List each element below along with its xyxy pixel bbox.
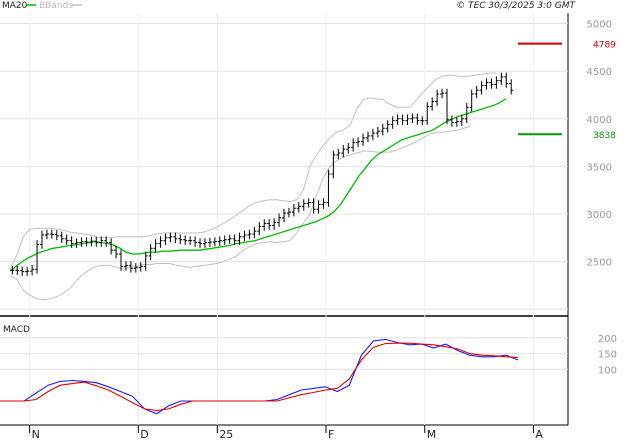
bb-lower-line	[9, 125, 471, 301]
price-y-axis: 2500 3000 3500 4000 4500 5000	[587, 20, 612, 269]
ma20-path	[9, 98, 507, 272]
macd-y-axis: 100 150 200	[598, 334, 617, 377]
x-tick-label: D	[140, 428, 148, 440]
price-bars	[10, 72, 514, 276]
resistance-label: 4789	[593, 41, 616, 51]
support-label: 3838	[593, 131, 616, 141]
macd-tick-label: 150	[598, 350, 617, 361]
bollinger-bands	[9, 72, 497, 301]
legend-bbands-label: BBands	[39, 1, 73, 11]
price-grid	[0, 14, 568, 425]
macd-tick-label: 200	[598, 334, 617, 345]
price-tick-label: 4500	[587, 67, 612, 78]
bb-upper-line	[9, 72, 497, 270]
legend-ma20-label: MA20	[2, 1, 28, 11]
x-tick-label: N	[32, 428, 40, 440]
x-tick-label: 25	[219, 428, 233, 440]
macd-lines	[0, 338, 519, 415]
date-x-axis: N D 25 F M A	[29, 425, 543, 440]
source-timestamp: © TEC 30/3/2025 3:0 GMT	[456, 1, 576, 11]
price-tick-label: 3000	[587, 210, 612, 221]
macd-grid	[0, 337, 568, 370]
ma20-line	[9, 98, 507, 272]
macd-tick-label: 100	[598, 365, 617, 376]
price-tick-label: 2500	[587, 258, 612, 269]
price-tick-label: 4000	[587, 115, 612, 126]
x-tick-label: M	[427, 428, 437, 440]
macd-series-1	[0, 342, 519, 412]
macd-title: MACD	[3, 325, 30, 335]
x-tick-label: A	[535, 428, 543, 440]
price-levels: 4789 3838	[518, 41, 616, 141]
x-tick-label: F	[328, 428, 334, 440]
macd-series-0	[0, 338, 519, 415]
price-tick-label: 5000	[587, 20, 612, 31]
price-tick-label: 3500	[587, 162, 612, 173]
